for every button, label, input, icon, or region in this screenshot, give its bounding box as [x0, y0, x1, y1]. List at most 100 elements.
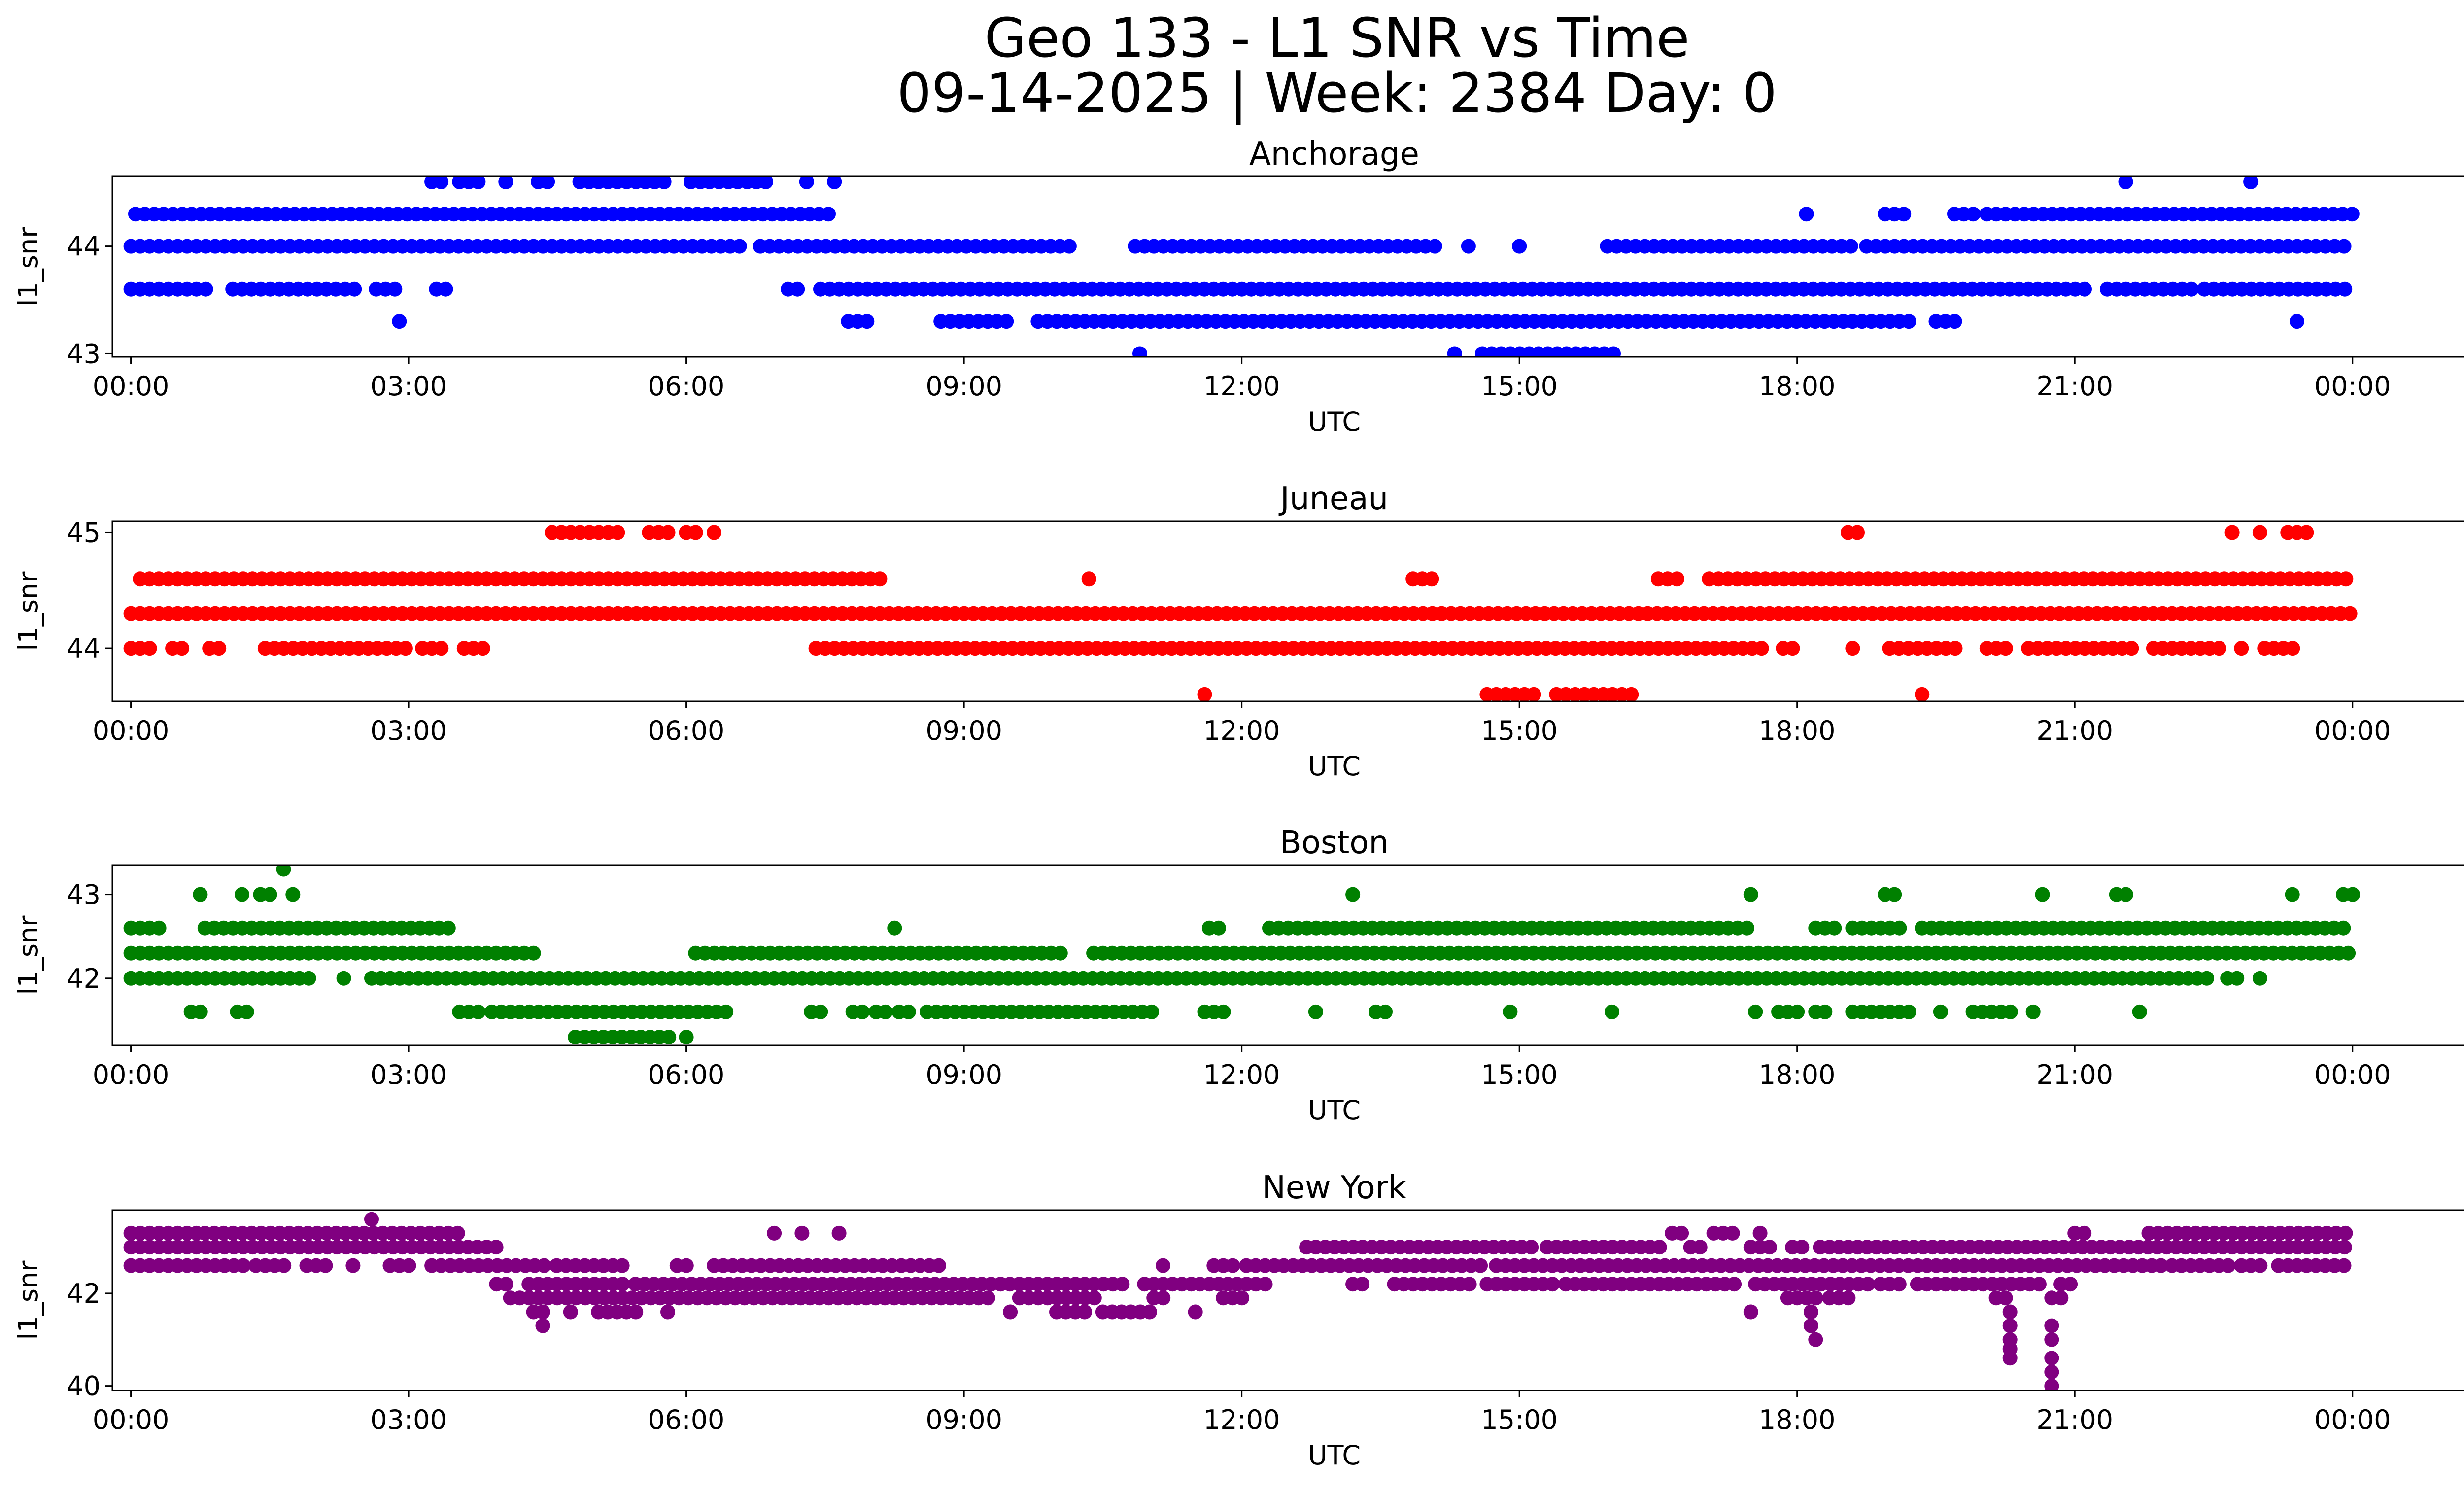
data-point — [193, 887, 208, 902]
data-point — [1473, 1258, 1488, 1273]
data-point — [2229, 971, 2245, 986]
data-point — [1512, 239, 1527, 254]
boston-plot-frame — [111, 864, 2464, 1046]
data-point — [563, 1304, 578, 1320]
data-point — [767, 1225, 782, 1241]
data-point — [628, 1304, 644, 1320]
data-point — [1860, 1277, 1876, 1292]
anchorage-series — [123, 176, 2360, 357]
data-point — [1998, 641, 2013, 656]
figure-title-line1: Geo 133 - L1 SNR vs Time — [984, 6, 1689, 70]
data-point — [2342, 606, 2358, 621]
data-point — [1947, 314, 1962, 329]
data-point — [1887, 887, 1902, 902]
data-point — [2025, 1004, 2041, 1019]
data-point — [2338, 1225, 2353, 1241]
x-tick-label: 18:00 — [1759, 715, 1836, 746]
data-point — [1803, 1318, 1818, 1333]
data-point — [345, 1258, 361, 1273]
x-tick-label: 00:00 — [2314, 1404, 2391, 1435]
data-point — [1915, 687, 1930, 701]
data-point — [2224, 525, 2240, 540]
data-point — [498, 176, 513, 189]
data-point — [2002, 1318, 2018, 1333]
data-point — [475, 641, 490, 656]
data-point — [2118, 176, 2133, 189]
boston-y-axis-label: l1_snr — [13, 915, 44, 995]
data-point — [2063, 1277, 2078, 1292]
data-point — [855, 1004, 870, 1019]
data-point — [1843, 239, 1858, 254]
data-point — [799, 176, 814, 189]
data-point — [1144, 1004, 1159, 1019]
x-tick-label: 00:00 — [2314, 1059, 2391, 1090]
subplot-panels: Anchorage 00:00 03:00 06:00 09:00 12:00 15:00 1… — [13, 136, 2464, 1471]
y-tick-label: 40 — [67, 1371, 101, 1402]
data-point — [1891, 1277, 1907, 1292]
juneau-y-axis-label: l1_snr — [13, 571, 44, 651]
boston-subplot-title: Boston — [1280, 825, 1389, 861]
data-point — [364, 1212, 379, 1227]
anchorage-y-axis-label: l1_snr — [13, 227, 44, 307]
x-tick-label: 09:00 — [925, 371, 1002, 402]
data-point — [1808, 1332, 1823, 1347]
data-point — [1743, 1304, 1758, 1320]
data-point — [2344, 207, 2360, 222]
data-point — [707, 525, 721, 540]
juneau-plot-frame — [111, 520, 2464, 702]
data-point — [887, 920, 902, 936]
new-york-series — [123, 1212, 2353, 1391]
data-point — [285, 887, 301, 902]
data-point — [1545, 1277, 1560, 1292]
data-point — [526, 945, 541, 961]
x-tick-label: 15:00 — [1481, 1059, 1558, 1090]
boston-x-axis-label: UTC — [1308, 1095, 1361, 1126]
data-point — [1762, 1240, 1777, 1255]
data-point — [537, 1258, 552, 1273]
x-tick-label: 00:00 — [93, 715, 170, 746]
data-point — [236, 1258, 251, 1273]
data-point — [2221, 1258, 2236, 1273]
new-york-x-axis-label: UTC — [1308, 1440, 1361, 1471]
data-point — [1892, 920, 1907, 936]
data-point — [193, 1004, 208, 1019]
data-point — [2234, 641, 2249, 656]
x-tick-label: 12:00 — [1203, 371, 1280, 402]
data-point — [1225, 1258, 1240, 1273]
data-point — [2253, 1258, 2268, 1273]
x-tick-label: 15:00 — [1481, 1404, 1558, 1435]
data-point — [2035, 887, 2050, 902]
data-point — [1803, 1304, 1818, 1320]
data-point — [1156, 1290, 1171, 1306]
x-tick-label: 12:00 — [1203, 715, 1280, 746]
data-point — [1447, 346, 1462, 357]
data-point — [2345, 887, 2360, 902]
juneau-series — [123, 525, 2358, 701]
data-point — [679, 1030, 694, 1044]
data-point — [794, 1225, 810, 1241]
data-point — [198, 281, 213, 297]
data-point — [239, 1004, 254, 1019]
data-point — [2211, 641, 2226, 656]
data-point — [471, 1004, 486, 1019]
data-point — [2252, 525, 2267, 540]
data-point — [1799, 207, 1814, 222]
data-point — [1841, 1290, 1856, 1306]
data-point — [1948, 641, 1963, 656]
data-point — [401, 1258, 416, 1273]
data-point — [1077, 1304, 1092, 1320]
x-tick-label: 18:00 — [1759, 1404, 1836, 1435]
data-point — [872, 571, 888, 587]
data-point — [2341, 945, 2356, 961]
x-tick-label: 21:00 — [2036, 371, 2113, 402]
data-point — [1933, 1004, 1948, 1019]
x-tick-label: 09:00 — [925, 1404, 1002, 1435]
data-point — [318, 1258, 333, 1273]
data-point — [151, 920, 167, 936]
data-point — [1524, 1240, 1539, 1255]
data-point — [1652, 1240, 1667, 1255]
data-point — [1087, 1290, 1102, 1306]
data-point — [1605, 1004, 1619, 1019]
data-point — [615, 1258, 630, 1273]
data-point — [1462, 1277, 1477, 1292]
